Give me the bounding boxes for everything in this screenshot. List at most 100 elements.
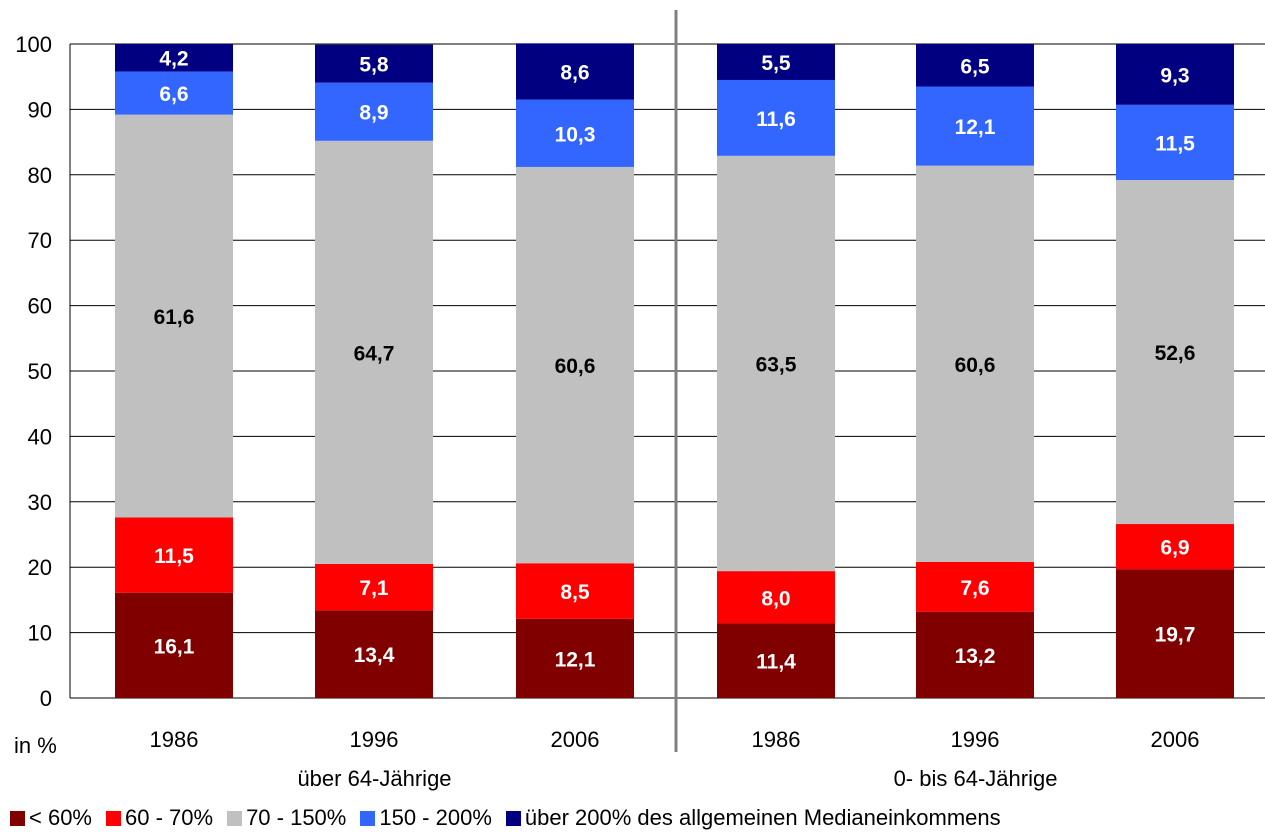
data-label: 13,2 xyxy=(955,645,996,668)
data-label: 5,5 xyxy=(761,52,791,75)
bar-segment xyxy=(916,611,1034,698)
bar-segment xyxy=(717,155,835,572)
group-label: über 64-Jährige xyxy=(297,766,451,791)
data-label: 11,4 xyxy=(756,651,796,674)
y-tick-label: 100 xyxy=(15,32,52,57)
bar-segment xyxy=(1116,180,1234,525)
data-label: 10,3 xyxy=(555,123,596,146)
bar-segment xyxy=(516,99,634,167)
data-label: 11,6 xyxy=(756,108,796,131)
y-tick-label: 0 xyxy=(40,686,52,711)
bar-segment xyxy=(717,79,835,156)
bar-segment xyxy=(315,140,433,564)
bar-segment xyxy=(916,86,1034,166)
data-label: 4,2 xyxy=(159,48,188,71)
y-unit-label: in % xyxy=(14,733,57,758)
data-label: 63,5 xyxy=(756,353,797,376)
data-label: 7,1 xyxy=(359,577,389,600)
y-tick-label: 20 xyxy=(28,555,52,580)
legend-label: 150 - 200% xyxy=(379,805,492,830)
data-label: 60,6 xyxy=(555,355,596,378)
data-label: 12,1 xyxy=(955,116,996,139)
group-label: 0- bis 64-Jährige xyxy=(894,766,1058,791)
data-label: 8,6 xyxy=(560,61,589,84)
bar-segment xyxy=(115,592,233,698)
bar-segment xyxy=(717,623,835,698)
data-label: 6,6 xyxy=(159,83,188,106)
x-tick-label: 1996 xyxy=(951,727,1000,752)
bar-segment xyxy=(516,563,634,619)
data-label: 6,5 xyxy=(960,55,990,78)
data-label: 13,4 xyxy=(354,644,395,667)
legend-item: 150 - 200% xyxy=(360,805,492,831)
bar-segment xyxy=(1116,44,1234,105)
bar-segment xyxy=(1116,524,1234,570)
bar-segment xyxy=(315,610,433,698)
bar-segment xyxy=(916,165,1034,562)
axes: 0 10 20 30 40 50 60 70 80 90 100 1986 1996 2006 1986 19… xyxy=(15,10,1199,791)
legend-item: 60 - 70% xyxy=(106,805,213,831)
bar-segment xyxy=(115,44,233,72)
gridlines xyxy=(70,43,1265,699)
bar-segment xyxy=(516,618,634,698)
data-label: 12,1 xyxy=(555,648,596,671)
y-tick-label: 40 xyxy=(28,424,52,449)
bar-segment xyxy=(717,44,835,80)
bar-segment xyxy=(115,114,233,518)
value-labels: 16,1 11,5 61,6 6,6 4,2 13,4 7,1 64,7 8,9 5,8 12,1 8… xyxy=(154,48,1196,674)
y-tick-label: 60 xyxy=(28,294,52,319)
legend-swatch xyxy=(10,810,25,826)
data-label: 64,7 xyxy=(354,342,395,365)
bar-segment xyxy=(1116,104,1234,181)
bar-segment xyxy=(717,571,835,624)
legend: < 60% 60 - 70% 70 - 150% 150 - 200% über 200… xyxy=(10,800,1015,836)
bar-segment xyxy=(916,44,1034,87)
data-label: 5,8 xyxy=(359,54,389,77)
bar-segment xyxy=(516,43,634,100)
x-tick-label: 1986 xyxy=(150,727,199,752)
legend-item: < 60% xyxy=(10,805,92,831)
data-label: 6,9 xyxy=(1160,537,1189,560)
data-label: 11,5 xyxy=(1155,132,1195,155)
legend-item: 70 - 150% xyxy=(227,805,346,831)
data-label: 7,6 xyxy=(960,577,989,600)
legend-swatch xyxy=(227,810,243,826)
bar-segment xyxy=(516,166,634,564)
bar-segment xyxy=(1116,569,1234,698)
y-tick-label: 70 xyxy=(28,228,52,253)
data-label: 19,7 xyxy=(1155,624,1196,647)
data-label: 8,0 xyxy=(761,587,790,610)
x-tick-label: 2006 xyxy=(551,727,600,752)
legend-label: 70 - 150% xyxy=(246,805,347,830)
legend-label: 60 - 70% xyxy=(125,805,214,830)
data-label: 60,6 xyxy=(955,354,996,377)
x-tick-label: 1996 xyxy=(350,727,399,752)
legend-label: über 200% des allgemeinen Medianeinkomme… xyxy=(524,805,1001,830)
data-label: 8,5 xyxy=(560,581,590,604)
data-label: 9,3 xyxy=(1160,64,1189,87)
x-tick-label: 1986 xyxy=(752,727,801,752)
y-tick-label: 50 xyxy=(28,359,52,384)
data-label: 8,9 xyxy=(359,102,388,125)
y-tick-label: 10 xyxy=(28,621,52,646)
y-tick-label: 80 xyxy=(28,163,52,188)
stacked-bar-chart: 16,1 11,5 61,6 6,6 4,2 13,4 7,1 64,7 8,9 5,8 12,1 8… xyxy=(14,10,1265,791)
bar-segment xyxy=(916,561,1034,612)
bar-segment xyxy=(115,71,233,115)
bars xyxy=(115,43,1234,698)
legend-swatch xyxy=(360,810,376,826)
y-tick-label: 30 xyxy=(28,490,52,515)
bar-segment xyxy=(315,82,433,141)
legend-swatch xyxy=(106,810,121,826)
legend-label: < 60% xyxy=(29,805,92,830)
legend-item: über 200% des allgemeinen Medianeinkomme… xyxy=(505,805,1001,831)
data-label: 11,5 xyxy=(154,545,194,568)
bar-segment xyxy=(315,563,433,611)
legend-swatch xyxy=(505,810,521,826)
x-tick-label: 2006 xyxy=(1151,727,1200,752)
y-tick-label: 90 xyxy=(28,97,52,122)
bar-segment xyxy=(315,44,433,83)
data-label: 16,1 xyxy=(154,635,195,658)
data-label: 52,6 xyxy=(1155,342,1196,365)
data-label: 61,6 xyxy=(154,306,195,329)
